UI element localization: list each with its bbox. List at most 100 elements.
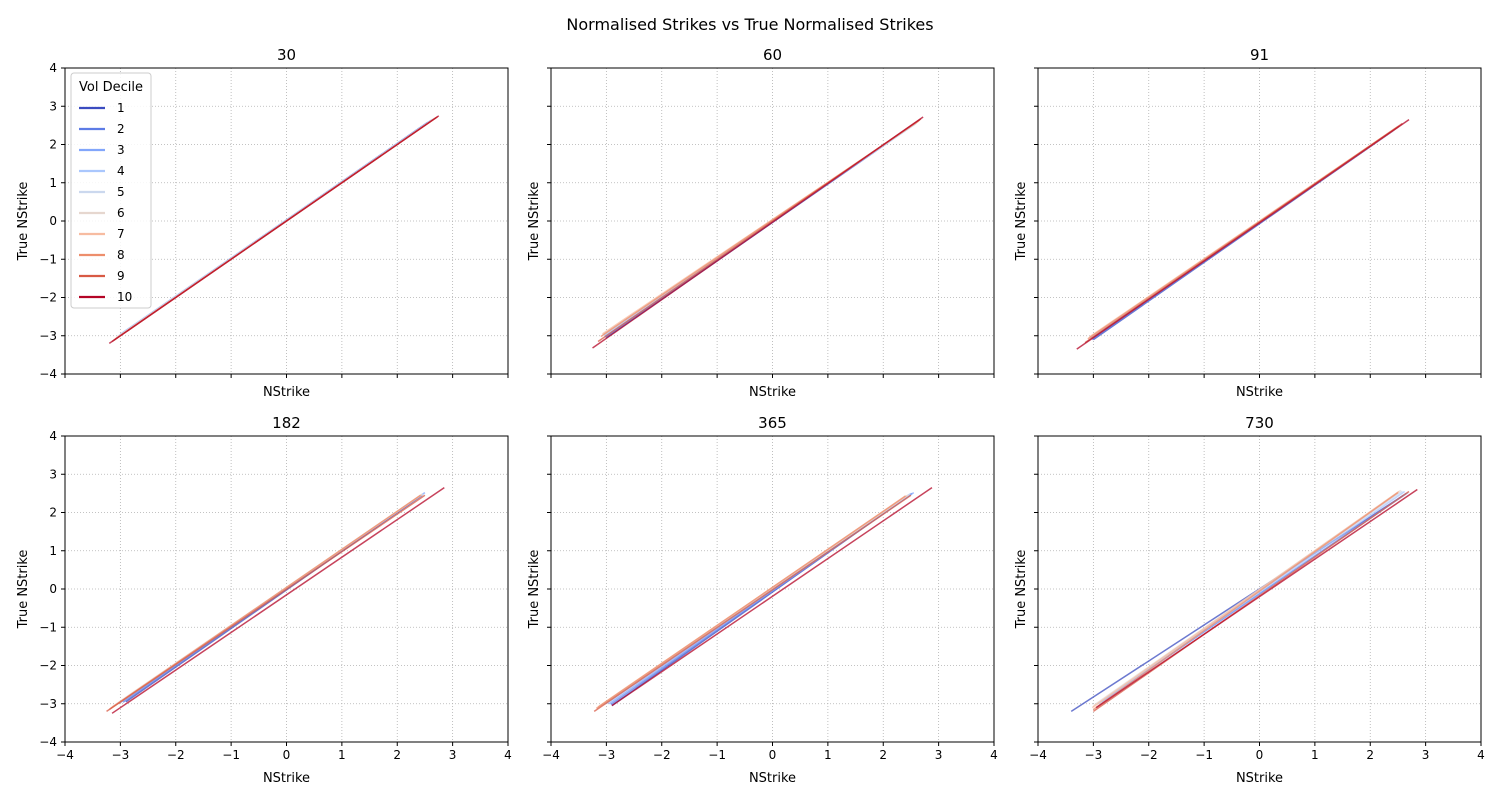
x-tick-label: −3 [112,748,130,762]
x-tick-label: −3 [598,748,616,762]
x-tick-label: 4 [1477,748,1485,762]
y-tick-label: −4 [39,735,57,749]
y-tick-label: −2 [39,659,57,673]
x-tick-label: −4 [56,748,74,762]
legend-item-8: 8 [79,248,125,262]
x-axis-label: NStrike [1236,771,1283,786]
legend-label: 4 [117,164,125,178]
x-tick-label: −3 [1085,748,1103,762]
series-lines [592,116,924,349]
legend-label: 2 [117,122,125,136]
y-axis-label: True NStrike [16,182,31,262]
subplot-60: 60 NStrike True NStrike [527,46,995,400]
y-tick-label: −1 [39,620,57,634]
legend-label: 8 [117,248,125,262]
ticks: −4 −3 −2 −1 0 1 2 3 4 [39,61,509,381]
x-tick-label: 3 [935,748,943,762]
series-line-8 [595,495,906,709]
y-tick-label: −2 [39,291,57,305]
legend-box [70,72,152,309]
ticks [1034,67,1482,378]
series-line-9 [106,494,426,713]
subplot-91: 91 NStrike True NStrike [1014,46,1482,400]
x-tick-label: 0 [769,748,777,762]
x-tick-label: 2 [1366,748,1374,762]
x-tick-label: −4 [542,748,560,762]
y-tick-label: 3 [49,467,57,481]
legend-label: 7 [117,227,125,241]
y-tick-label: 0 [49,582,57,596]
series-line-8 [1092,491,1399,711]
x-tick-label: −2 [1140,748,1158,762]
legend-label: 9 [117,269,125,283]
legend-item-1: 1 [79,101,125,115]
legend-item-3: 3 [79,143,125,157]
x-axis-label: NStrike [749,771,796,786]
legend-item-7: 7 [79,227,125,241]
ticks [547,67,995,378]
y-tick-label: −4 [39,367,57,381]
legend-label: 5 [117,185,125,199]
y-tick-label: 4 [49,61,57,75]
x-tick-label: 2 [393,748,401,762]
subplot-title: 91 [1250,46,1269,64]
x-tick-label: −2 [167,748,185,762]
x-tick-label: −4 [1029,748,1047,762]
x-axis-label: NStrike [1236,385,1283,400]
y-axis-label: True NStrike [1014,182,1029,262]
series-line-10 [592,116,924,349]
x-tick-label: −1 [1195,748,1213,762]
y-axis-label: True NStrike [527,550,542,630]
subplot-title: 730 [1245,414,1274,432]
subplot-title: 365 [758,414,787,432]
series-lines [1070,488,1418,713]
legend-item-5: 5 [79,185,125,199]
legend-item-6: 6 [79,206,125,220]
series-lines [106,487,445,714]
x-tick-label: 1 [824,748,832,762]
x-tick-label: −2 [653,748,671,762]
series-line-10 [611,487,933,707]
y-axis-label: True NStrike [1014,550,1029,630]
legend-item-4: 4 [79,164,125,178]
y-tick-label: 1 [49,544,57,558]
x-tick-label: 3 [1422,748,1430,762]
legend-title: Vol Decile [79,80,143,95]
x-axis-label: NStrike [749,385,796,400]
legend: Vol Decile 1 2 3 4 5 6 7 8 9 10 [70,72,152,309]
series-line-10 [1095,488,1418,709]
y-tick-label: −1 [39,252,57,266]
ticks: −4 −3 −2 −1 0 1 2 3 4 −4 −3 −2 −1 0 1 2 3 4 [39,429,512,762]
x-tick-label: 0 [283,748,291,762]
series-line-10 [111,487,445,714]
ticks: −4 −3 −2 −1 0 1 2 3 4 [1029,435,1485,762]
y-tick-label: 3 [49,99,57,113]
series-lines [593,487,933,713]
legend-label: 1 [117,101,125,115]
x-tick-label: 2 [879,748,887,762]
x-tick-label: 4 [504,748,512,762]
x-tick-label: −1 [222,748,240,762]
y-tick-label: 4 [49,429,57,443]
subplot-title: 182 [272,414,301,432]
legend-label: 6 [117,206,125,220]
y-tick-label: 2 [49,506,57,520]
subplot-title: 60 [763,46,782,64]
figure-title: Normalised Strikes vs True Normalised St… [566,15,933,34]
y-tick-label: 1 [49,176,57,190]
series-line-9 [593,494,912,713]
ticks: −4 −3 −2 −1 0 1 2 3 4 [542,435,998,762]
y-axis-label: True NStrike [527,182,542,262]
series-line-10 [1076,119,1410,350]
series-lines [108,115,440,345]
subplot-730: −4 −3 −2 −1 0 1 2 3 4 730 NStrike True NStrike [1014,414,1485,786]
y-tick-label: −3 [39,329,57,343]
series-line-10 [108,115,440,345]
series-lines [1076,119,1410,350]
y-axis-label: True NStrike [16,550,31,630]
x-tick-label: 0 [1256,748,1264,762]
x-tick-label: 3 [449,748,457,762]
subplot-30: −4 −3 −2 −1 0 1 2 3 4 30 NStrike True NStrike [16,46,509,400]
